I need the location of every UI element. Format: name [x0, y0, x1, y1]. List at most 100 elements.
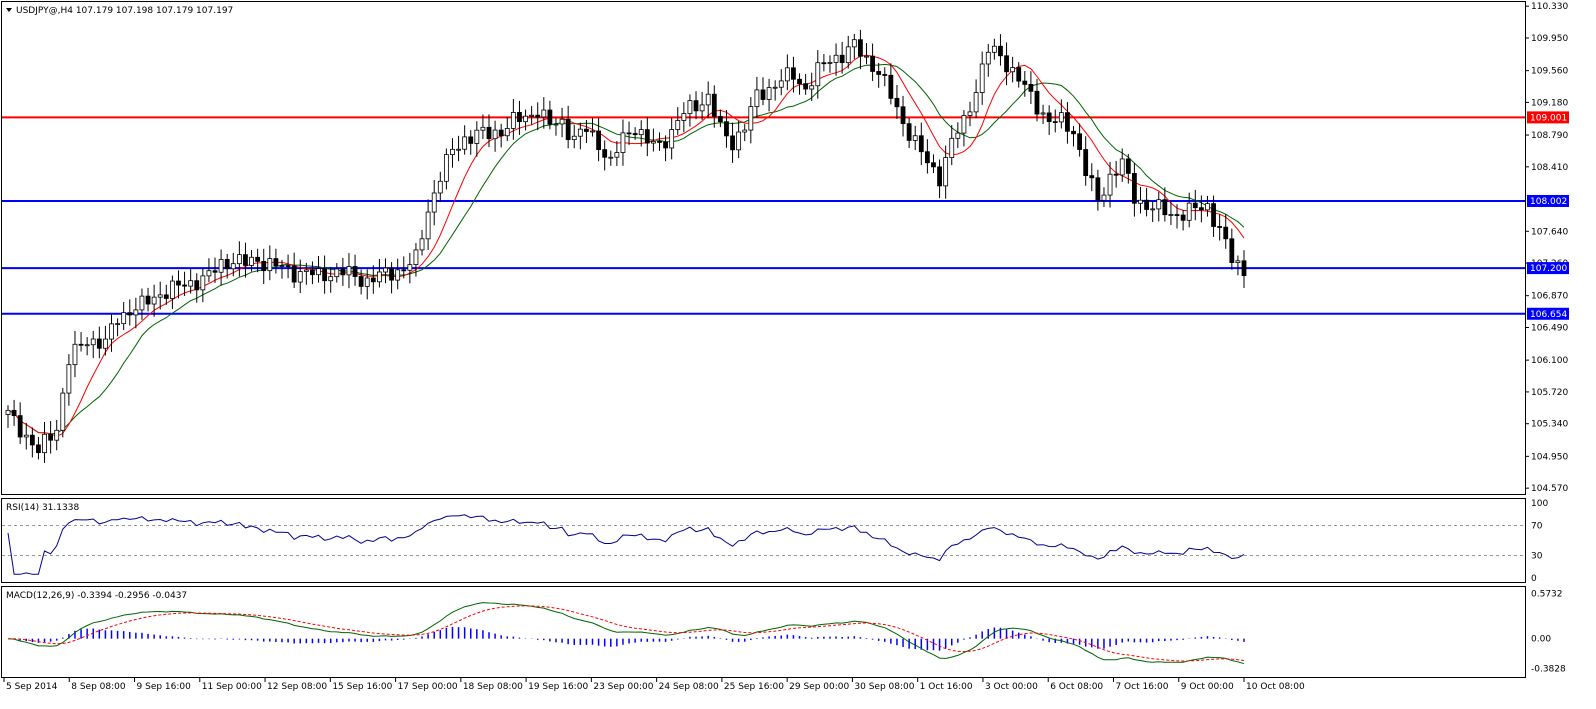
- candle-body: [979, 63, 985, 93]
- candle: [827, 55, 833, 73]
- candle-body: [1022, 80, 1028, 85]
- candle: [291, 252, 297, 289]
- candle-body: [504, 127, 510, 137]
- candle-body: [906, 123, 912, 141]
- price-tick-label: 109.950: [1531, 34, 1568, 44]
- candle-body: [590, 130, 595, 133]
- candle: [103, 325, 108, 356]
- candle-body: [267, 258, 273, 272]
- candle: [261, 248, 267, 285]
- candle-body: [888, 74, 894, 99]
- candle: [1217, 214, 1223, 241]
- candle-body: [626, 132, 632, 135]
- candle: [303, 262, 309, 285]
- candle-body: [736, 131, 742, 151]
- candle: [650, 128, 656, 152]
- candle-body: [334, 268, 340, 278]
- candle: [577, 122, 583, 150]
- candle: [249, 249, 254, 272]
- candle-body: [717, 116, 723, 123]
- candle: [279, 259, 285, 279]
- candle: [255, 248, 261, 273]
- candle-body: [602, 149, 608, 158]
- candle: [29, 427, 35, 458]
- candle-body: [943, 157, 949, 187]
- candle-body: [145, 295, 151, 305]
- candle-body: [96, 338, 102, 349]
- candle-body: [693, 100, 699, 112]
- candle-body: [797, 78, 802, 85]
- price-tick-label: 109.560: [1531, 67, 1568, 77]
- candle-body: [1016, 67, 1022, 82]
- horizontal-levels: [2, 116, 1525, 315]
- candle-body: [760, 89, 766, 100]
- candle: [547, 100, 553, 130]
- candle: [328, 266, 334, 293]
- price-tick-label: 108.410: [1531, 163, 1568, 173]
- candle-body: [407, 264, 413, 271]
- candle-body: [912, 135, 918, 141]
- macd-indicator: 0.5732 0.00 -0.3828: [7, 590, 1566, 675]
- candle-body: [194, 280, 200, 291]
- price-tick-label: 105.720: [1531, 388, 1568, 398]
- candle-body: [11, 409, 17, 417]
- candle-body: [84, 344, 90, 347]
- candle: [870, 43, 875, 81]
- candle-body: [985, 51, 991, 65]
- candle: [596, 118, 602, 162]
- candle: [1077, 123, 1083, 157]
- candle-body: [894, 97, 900, 108]
- candle: [888, 63, 894, 105]
- candle-body: [54, 429, 60, 441]
- candle: [906, 118, 912, 149]
- candle: [413, 243, 419, 277]
- candle-body: [316, 268, 321, 276]
- candle-body: [328, 276, 334, 282]
- candle: [809, 72, 815, 102]
- candle-body: [924, 151, 930, 164]
- price-tick-label: 106.100: [1531, 356, 1568, 366]
- candle: [364, 269, 370, 300]
- candle: [230, 252, 236, 277]
- candle: [1119, 148, 1125, 182]
- candle-body: [1004, 55, 1009, 73]
- candle: [864, 43, 869, 65]
- candle-body: [103, 338, 108, 349]
- candle-body: [212, 270, 218, 273]
- candle-body: [1174, 214, 1180, 216]
- candle-body: [139, 295, 145, 311]
- candle-body: [230, 263, 236, 270]
- candle: [1150, 201, 1156, 223]
- candle: [620, 119, 626, 166]
- candle-body: [510, 112, 516, 129]
- candle-body: [663, 141, 668, 149]
- candle: [1186, 192, 1192, 228]
- candle-body: [778, 80, 784, 88]
- level-tag-label: 107.200: [1530, 264, 1567, 274]
- candle-body: [1065, 112, 1070, 132]
- candle-body: [918, 135, 924, 153]
- time-tick-label: 15 Sep 16:00: [332, 682, 392, 692]
- candle: [571, 124, 577, 149]
- candle-body: [1113, 173, 1119, 176]
- candle: [133, 297, 139, 329]
- candle-body: [474, 129, 480, 144]
- candle-body: [413, 249, 419, 266]
- collapse-triangle-icon[interactable]: [6, 8, 12, 12]
- candle-body: [1071, 130, 1076, 135]
- candle-body: [876, 71, 882, 75]
- candle-body: [1211, 203, 1216, 227]
- candle-body: [310, 269, 315, 276]
- candle: [760, 77, 766, 106]
- candle-body: [1168, 214, 1174, 216]
- candle: [687, 94, 693, 127]
- time-tick-label: 6 Oct 08:00: [1050, 682, 1103, 692]
- macd-line: [7, 602, 1245, 665]
- candle-body: [553, 123, 559, 126]
- candle: [316, 256, 321, 283]
- candle: [973, 79, 979, 119]
- candle-body: [973, 92, 979, 113]
- candle-body: [931, 162, 936, 168]
- candle-body: [364, 277, 370, 287]
- candle: [590, 118, 595, 137]
